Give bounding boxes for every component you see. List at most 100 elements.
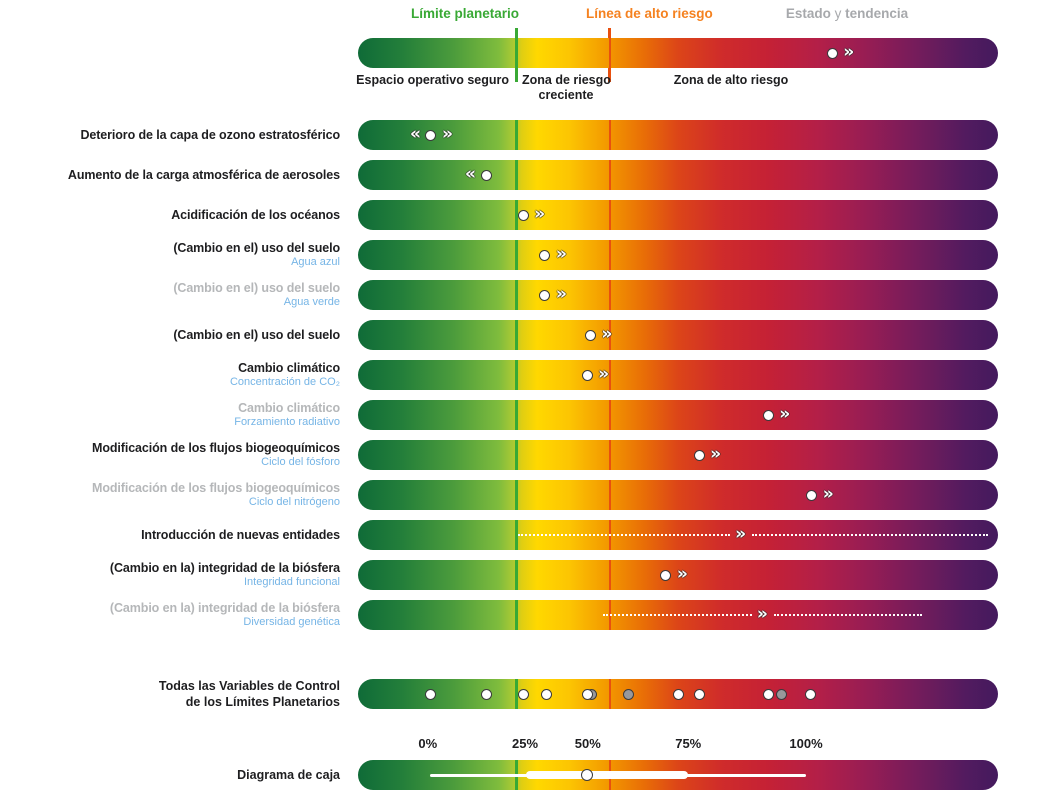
safe-operating-space-caption: Espacio operativo seguro: [356, 73, 509, 87]
boundary-subname: Forzamiento radiativo: [234, 416, 340, 428]
control-variable-dot: [582, 688, 594, 700]
high-risk-line: [608, 200, 612, 230]
increasing-risk-zone-caption-line1: Zona de riesgo: [522, 73, 611, 87]
risk-gradient-bar: »: [358, 560, 998, 590]
high-risk-line-legend-label: Línea de alto riesgo: [586, 6, 713, 21]
risk-gradient-bar: «»: [358, 120, 998, 150]
planetary-limit-line: [515, 120, 519, 150]
trend-increasing-chevron-icon: »: [756, 603, 768, 624]
boundary-row-label: (Cambio en el) uso del suelo Agua verde: [0, 280, 340, 310]
risk-gradient-bar: »: [358, 240, 998, 270]
high-risk-line: [608, 400, 612, 430]
control-variable-dot: [762, 688, 774, 700]
boundary-name: (Cambio en el) uso del suelo: [173, 241, 340, 255]
trend-decreasing-chevron-icon: «: [465, 163, 476, 184]
status-dot: [539, 289, 551, 301]
trend-increasing-chevron-icon: »: [441, 123, 453, 144]
boundary-row-label: Introducción de nuevas entidades: [0, 520, 340, 550]
control-variable-dot-gray: [622, 688, 634, 700]
summary-row-label: Todas las Variables de Control de los Lí…: [0, 676, 340, 712]
boundary-name: Cambio climático: [238, 361, 340, 375]
example-status-dot: [826, 47, 838, 59]
summary-row-label-line2: de los Límites Planetarios: [185, 695, 340, 709]
status-dot: [517, 209, 529, 221]
status-dot: [806, 489, 818, 501]
percent-scale: 0% 25% 50% 75% 100%: [358, 736, 998, 752]
boundary-row-label: (Cambio en la) integridad de la biósfera…: [0, 560, 340, 590]
trend-increasing-chevron-icon: »: [843, 41, 854, 62]
state-trend-legend-label: Estado y tendencia: [786, 6, 908, 21]
boundary-row-label: Aumento de la carga atmosférica de aeros…: [0, 160, 340, 190]
boundary-row-label: (Cambio en el) uso del suelo Agua azul: [0, 240, 340, 270]
control-variable-dot: [425, 688, 437, 700]
boundary-row-label: Deterioro de la capa de ozono estratosfé…: [0, 120, 340, 150]
high-risk-line: [608, 160, 612, 190]
risk-gradient-bar: »: [358, 400, 998, 430]
uncertain-range-dotted-line: [603, 614, 752, 616]
boundary-name: (Cambio en la) integridad de la biósfera: [109, 561, 340, 575]
high-risk-line: [608, 679, 612, 709]
boundary-subname: Agua azul: [291, 256, 340, 268]
risk-gradient-bar: »: [358, 280, 998, 310]
planetary-limit-line: [515, 400, 519, 430]
planetary-limit-line: [515, 360, 519, 390]
boundary-name: Aumento de la carga atmosférica de aeros…: [67, 167, 340, 182]
risk-gradient-bar: »: [358, 480, 998, 510]
planetary-limit-line: [515, 240, 519, 270]
boundary-row-label: Modificación de los flujos biogeoquímico…: [0, 480, 340, 510]
high-risk-line: [608, 120, 612, 150]
boxplot-row-label: Diagrama de caja: [237, 768, 340, 782]
control-variable-dot: [517, 688, 529, 700]
boundary-subname: Ciclo del fósforo: [261, 456, 340, 468]
planetary-limit-line: [515, 560, 519, 590]
control-variable-dot: [540, 688, 552, 700]
boundary-subname: Ciclo del nitrógeno: [248, 496, 340, 508]
percent-scale-label: 75%: [675, 736, 702, 751]
risk-gradient-bar: »: [358, 600, 998, 630]
percent-scale-label: 50%: [574, 736, 601, 751]
boundary-name: (Cambio en el) uso del suelo: [173, 327, 340, 342]
trend-increasing-chevron-icon: »: [555, 243, 567, 264]
status-dot: [660, 569, 672, 581]
high-risk-line: [608, 240, 612, 270]
uncertain-range-dotted-line: [518, 534, 731, 536]
risk-gradient-bar: [358, 679, 998, 709]
uncertain-range-dotted-line: [773, 614, 922, 616]
trend-word: tendencia: [845, 6, 909, 21]
planetary-limit-line: [515, 38, 519, 68]
planetary-limit-legend-label: Límite planetario: [410, 6, 519, 21]
status-dot: [581, 369, 593, 381]
status-dot: [539, 249, 551, 261]
trend-increasing-chevron-icon: »: [676, 563, 688, 584]
boundary-name: Deterioro de la capa de ozono estratosfé…: [80, 127, 340, 142]
boundary-row-label: (Cambio en la) integridad de la biósfera…: [0, 600, 340, 630]
boundary-row-label: Cambio climático Forzamiento radiativo: [0, 400, 340, 430]
trend-increasing-chevron-icon: »: [555, 283, 567, 304]
state-word: Estado: [785, 6, 831, 21]
trend-increasing-chevron-icon: »: [534, 203, 545, 224]
risk-gradient-bar: »: [358, 440, 998, 470]
planetary-limit-line: [515, 520, 519, 550]
planetary-limit-line: [515, 320, 519, 350]
status-dot: [693, 449, 705, 461]
boxplot-median-dot: [581, 769, 594, 781]
high-risk-line: [608, 280, 612, 310]
boundary-subname: Integridad funcional: [243, 576, 340, 588]
status-dot: [480, 169, 492, 181]
trend-increasing-chevron-icon: »: [822, 483, 834, 504]
boundary-subname: Diversidad genética: [243, 616, 340, 628]
boxplot-box: [526, 771, 689, 779]
boundary-subname: Concentración de CO₂: [229, 376, 340, 388]
boundary-row-label: (Cambio en el) uso del suelo: [0, 320, 340, 350]
boundary-name: (Cambio en la) integridad de la biósfera: [109, 601, 340, 615]
control-variable-dot: [804, 688, 816, 700]
risk-gradient-bar: »: [358, 200, 998, 230]
high-risk-line: [608, 320, 612, 350]
high-risk-line: [608, 480, 612, 510]
trend-increasing-chevron-icon: »: [735, 523, 746, 544]
boundary-name: Modificación de los flujos biogeoquímico…: [92, 441, 340, 455]
percent-scale-label: 100%: [789, 736, 823, 751]
planetary-limit-line: [515, 600, 519, 630]
planetary-limit-line: [515, 200, 519, 230]
uncertain-range-dotted-line: [752, 534, 988, 536]
